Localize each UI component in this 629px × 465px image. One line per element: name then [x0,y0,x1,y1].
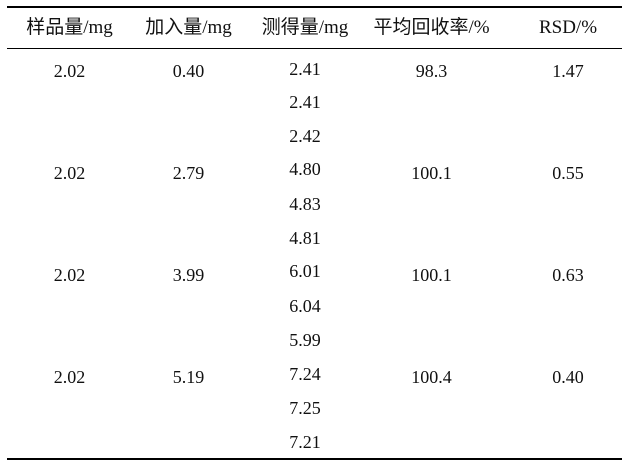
cell-measured-4-2: 7.25 [289,398,321,418]
cell-recovery-4: 100.4 [411,367,452,387]
cell-measured-4-1: 7.24 [289,364,321,384]
cell-sample-3: 2.02 [53,265,86,285]
cell-measured-2-2: 4.83 [289,194,321,214]
cell-added-4: 5.19 [172,367,205,387]
header-measured-amount: 测得量/mg [261,17,349,38]
cell-sample-2: 2.02 [53,163,86,183]
cell-recovery-1: 98.3 [415,61,448,81]
cell-measured-1-3: 2.42 [289,126,321,146]
table-header-rule [7,48,622,49]
header-sample-amount: 样品量/mg [26,17,113,38]
cell-added-2: 2.79 [172,163,205,183]
table-bottom-rule [7,458,622,460]
cell-sample-4: 2.02 [53,367,86,387]
cell-measured-1-2: 2.41 [289,92,321,112]
cell-measured-2-1: 4.80 [289,159,321,179]
cell-sample-1: 2.02 [53,61,86,81]
cell-added-1: 0.40 [172,61,205,81]
cell-measured-3-3: 5.99 [289,330,321,350]
header-average-recovery: 平均回收率/% [373,17,490,38]
cell-measured-3-2: 6.04 [289,296,321,316]
cell-rsd-3: 0.63 [552,265,584,285]
cell-rsd-1: 1.47 [552,61,584,81]
cell-measured-2-3: 4.81 [289,228,321,248]
cell-measured-4-3: 7.21 [289,432,321,452]
cell-recovery-2: 100.1 [411,163,452,183]
cell-measured-3-1: 6.01 [289,261,321,281]
cell-recovery-3: 100.1 [411,265,452,285]
header-added-amount: 加入量/mg [145,17,232,38]
cell-rsd-4: 0.40 [552,367,584,387]
cell-measured-1-1: 2.41 [289,59,321,79]
table-top-rule [7,6,622,8]
header-rsd: RSD/% [538,17,598,38]
cell-rsd-2: 0.55 [552,163,584,183]
cell-added-3: 3.99 [172,265,205,285]
